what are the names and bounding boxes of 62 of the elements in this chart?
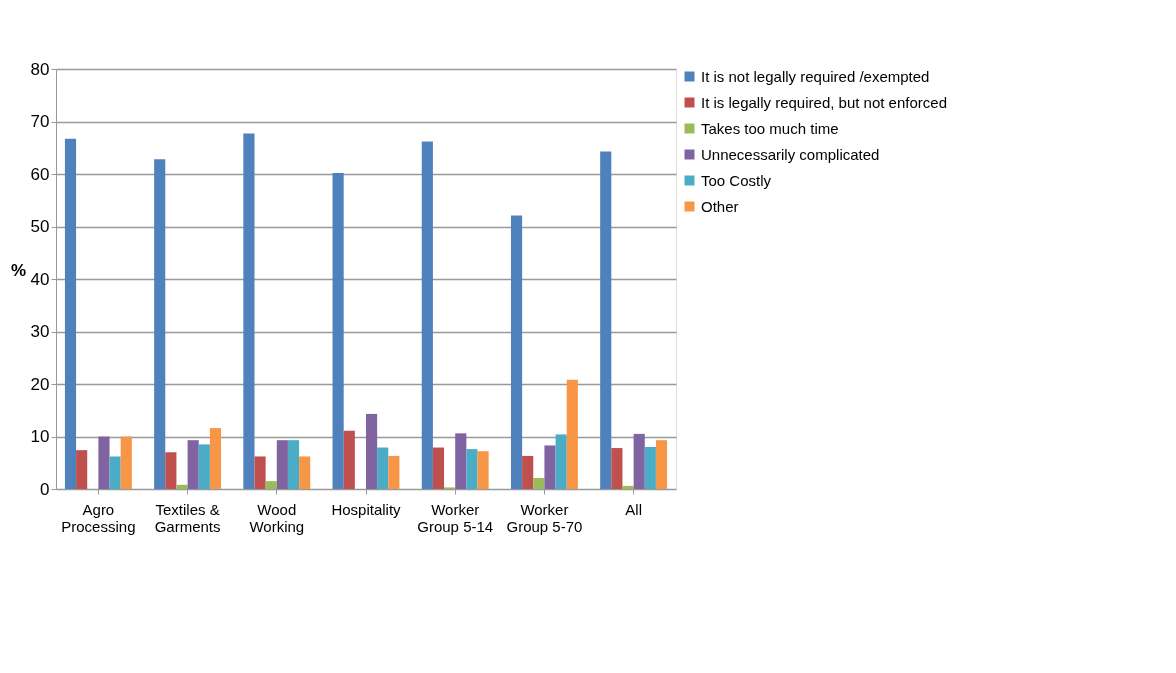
bar — [254, 456, 266, 489]
bar — [477, 451, 489, 489]
bar — [76, 450, 88, 489]
bar — [98, 436, 110, 489]
bar — [276, 440, 288, 489]
bar — [299, 456, 311, 489]
y-tick-label: 60 — [30, 164, 50, 184]
bar — [332, 172, 344, 489]
x-tick-label: Hospitality — [331, 500, 402, 518]
x-tick-label: Agro Processing — [61, 500, 136, 535]
bar — [154, 159, 166, 489]
bar — [377, 447, 389, 489]
y-tick-label: 70 — [30, 112, 50, 131]
bar — [187, 440, 199, 489]
bar — [544, 445, 556, 489]
bar — [432, 447, 445, 489]
bar — [555, 434, 567, 489]
bar — [287, 440, 300, 489]
bar — [633, 433, 645, 489]
bar — [176, 484, 188, 489]
y-tick-label: 10 — [30, 427, 50, 446]
bar — [510, 215, 523, 489]
bar — [611, 448, 623, 489]
x-tick-label: Wood Working — [249, 500, 305, 535]
bar — [388, 455, 400, 489]
bar — [466, 449, 478, 489]
bar — [109, 456, 121, 489]
y-axis-title: % — [11, 260, 27, 280]
bar — [533, 477, 545, 489]
bar — [566, 379, 578, 489]
bar — [198, 444, 210, 489]
bar — [243, 133, 255, 489]
legend-label: Other — [701, 197, 739, 215]
bar — [165, 452, 177, 489]
bar — [644, 447, 656, 489]
legend-label: Takes too much time — [701, 119, 839, 137]
bar — [366, 413, 378, 489]
y-tick-label: 80 — [30, 59, 50, 79]
x-tick-label: Worker Group 5-14 — [417, 500, 494, 535]
bar — [622, 485, 634, 489]
bar — [120, 436, 132, 489]
legend-label: It is legally required, but not enforced — [701, 93, 947, 111]
legend-label: Unnecessarily complicated — [701, 145, 880, 163]
bar — [655, 440, 668, 489]
bar — [421, 141, 433, 489]
legend-label: It is not legally required /exempted — [701, 67, 930, 85]
y-tick-label: 50 — [30, 217, 50, 236]
x-tick-label: Worker Group 5-70 — [506, 500, 583, 535]
bar — [64, 138, 77, 489]
y-tick-label: 30 — [30, 322, 50, 341]
bar — [522, 455, 534, 489]
x-tick-label: Textiles & Garments — [154, 500, 221, 535]
y-tick-label: 40 — [30, 269, 50, 289]
x-tick-label: All — [625, 500, 642, 518]
bar — [265, 481, 277, 489]
y-tick-label: 0 — [40, 479, 50, 499]
legend-label: Too Costly — [701, 171, 772, 189]
y-tick-label: 20 — [30, 374, 50, 394]
bar — [209, 428, 222, 489]
bar — [343, 430, 355, 489]
bar — [455, 433, 467, 489]
bar — [600, 151, 612, 489]
